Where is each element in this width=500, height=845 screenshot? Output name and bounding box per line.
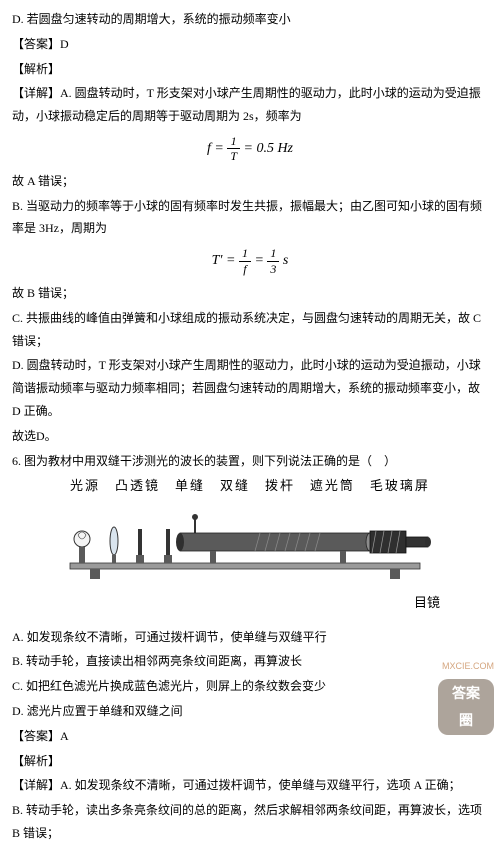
- apparatus-diagram: 光源 凸透镜 单缝 双缝 拨杆 遮光筒 毛玻璃屏: [12, 474, 488, 615]
- fraction-num: 1: [267, 246, 279, 261]
- q6-option-a: A. 如发现条纹不清晰，可通过拨杆调节，使单缝与双缝平行: [12, 626, 488, 649]
- label-eyepiece: 目镜: [60, 591, 440, 616]
- fraction: 1 T: [227, 134, 240, 164]
- q6-detail-b: B. 转动手轮，读出多条亮条纹间的总的距离，然后求解相邻两条纹间距，再算波长，选…: [12, 799, 488, 845]
- watermark-badge: 答案 圈: [438, 679, 494, 735]
- fraction-den: 3: [267, 262, 279, 276]
- q5-a-wrong: 故 A 错误；: [12, 170, 488, 193]
- formula-lhs: f =: [207, 141, 224, 156]
- q5-option-d: D. 若圆盘匀速转动的周期增大，系统的振动频率变小: [12, 8, 488, 31]
- q6-answer: 【答案】A: [12, 725, 488, 748]
- label-convex-lens: 凸透镜: [115, 474, 160, 499]
- apparatus-svg: [60, 507, 440, 587]
- watermark-url: MXCIE.COM: [442, 658, 494, 675]
- formula-unit: s: [283, 253, 288, 268]
- q5-detail-a: 【详解】A. 圆盘转动时，T 形支架对小球产生周期性的驱动力，此时小球的运动为受…: [12, 82, 488, 128]
- q5-detail-b: B. 当驱动力的频率等于小球的固有频率时发生共振，振幅最大；由乙图可知小球的固有…: [12, 195, 488, 241]
- fraction: 1 f: [239, 246, 251, 276]
- label-single-slit: 单缝: [175, 474, 205, 499]
- label-screen: 毛玻璃屏: [370, 474, 430, 499]
- q5-answer: 【答案】D: [12, 33, 488, 56]
- fraction-num: 1: [227, 134, 240, 149]
- diagram-top-labels: 光源 凸透镜 单缝 双缝 拨杆 遮光筒 毛玻璃屏: [70, 474, 430, 499]
- q6-option-d: D. 滤光片应置于单缝和双缝之间: [12, 700, 488, 723]
- q5-detail-c: C. 共振曲线的峰值由弹簧和小球组成的振动系统决定，与圆盘匀速转动的周期无关，故…: [12, 307, 488, 353]
- q5-b-wrong: 故 B 错误；: [12, 282, 488, 305]
- q6-stem: 6. 图为教材中用双缝干涉测光的波长的装置，则下列说法正确的是（ ）: [12, 450, 488, 473]
- fraction-num: 1: [239, 246, 251, 261]
- q5-formula-2: T′ = 1 f = 1 3 s: [12, 246, 488, 276]
- label-double-slit: 双缝: [220, 474, 250, 499]
- q5-detail-d: D. 圆盘转动时，T 形支架对小球产生周期性的驱动力，此时小球的运动为受迫振动，…: [12, 354, 488, 422]
- formula-lhs: T′ =: [212, 253, 236, 268]
- label-tube: 遮光筒: [310, 474, 355, 499]
- watermark-line2: 圈: [459, 707, 473, 734]
- q5-jiexi: 【解析】: [12, 58, 488, 81]
- formula-rhs: = 0.5 Hz: [244, 141, 294, 156]
- q6-jiexi: 【解析】: [12, 750, 488, 773]
- fraction-den: f: [239, 262, 251, 276]
- q6-option-b: B. 转动手轮，直接读出相邻两亮条纹间距离，再算波长: [12, 650, 488, 673]
- label-light-source: 光源: [70, 474, 100, 499]
- q6-detail-a: 【详解】A. 如发现条纹不清晰，可通过拨杆调节，使单缝与双缝平行，选项 A 正确…: [12, 774, 488, 797]
- label-lever: 拨杆: [265, 474, 295, 499]
- q5-select: 故选D。: [12, 425, 488, 448]
- equals: =: [254, 253, 263, 268]
- fraction-den: T: [227, 149, 240, 163]
- q5-formula-1: f = 1 T = 0.5 Hz: [12, 134, 488, 164]
- q6-option-c: C. 如把红色滤光片换成蓝色滤光片，则屏上的条纹数会变少: [12, 675, 488, 698]
- watermark-line1: 答案: [452, 680, 480, 707]
- fraction: 1 3: [267, 246, 279, 276]
